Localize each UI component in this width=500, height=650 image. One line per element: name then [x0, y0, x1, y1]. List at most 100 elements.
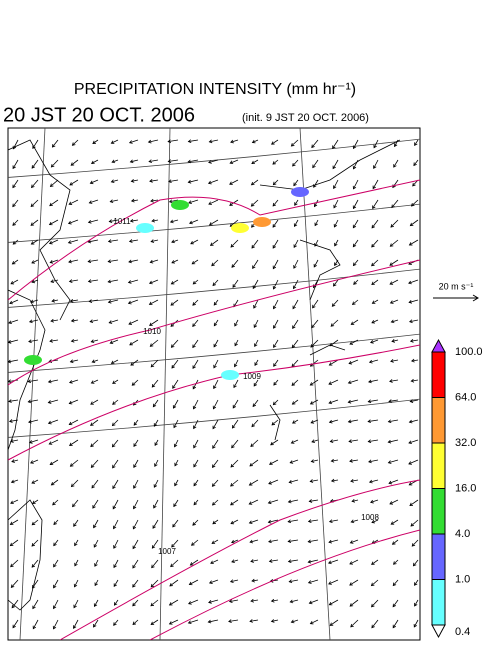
wind-arrow: [31, 519, 39, 526]
wind-arrow: [88, 279, 99, 282]
wind-arrowhead: [110, 179, 115, 184]
wind-arrow: [50, 259, 59, 263]
wind-arrow: [128, 319, 139, 325]
wind-arrow: [272, 239, 279, 249]
wind-arrow: [389, 499, 399, 505]
wind-arrowhead: [333, 282, 337, 287]
wind-arrowhead: [372, 185, 376, 190]
wind-arrow: [328, 399, 339, 404]
wind-arrowhead: [251, 224, 255, 228]
wind-arrowhead: [31, 585, 36, 589]
wind-arrow: [89, 299, 99, 302]
wind-arrow: [9, 299, 19, 304]
wind-arrow: [131, 199, 139, 202]
wind-arrowhead: [330, 458, 335, 463]
wind-arrowhead: [367, 399, 372, 404]
wind-arrowhead: [287, 559, 292, 564]
wind-arrowhead: [267, 519, 272, 524]
wind-arrowhead: [50, 163, 55, 168]
wind-arrow: [49, 439, 59, 445]
wind-arrow: [168, 139, 179, 143]
wind-arrowhead: [352, 205, 357, 210]
wind-arrowhead: [370, 499, 374, 504]
wind-arrowhead: [31, 165, 36, 169]
wind-arrow: [132, 539, 139, 549]
wind-arrowhead: [208, 600, 212, 604]
wind-arrow: [69, 439, 79, 446]
wind-scale-arrow: [433, 294, 479, 302]
wind-arrow: [68, 239, 79, 244]
wind-arrow: [171, 359, 179, 369]
wind-arrow: [91, 459, 99, 468]
wind-arrow: [152, 399, 159, 407]
wind-arrow: [12, 199, 19, 207]
wind-arrowhead: [390, 224, 394, 228]
wind-arrow: [273, 299, 279, 309]
wind-arrow: [269, 459, 279, 465]
wind-arrowhead: [170, 344, 175, 348]
wind-arrow: [111, 159, 119, 163]
wind-arrowhead: [229, 160, 234, 165]
wind-arrowhead: [174, 482, 178, 487]
wind-arrow: [389, 279, 399, 285]
wind-arrowhead: [172, 523, 176, 528]
wind-arrowhead: [272, 181, 277, 186]
wind-arrow: [233, 379, 239, 388]
wind-arrow: [414, 139, 419, 146]
wind-arrow: [212, 479, 219, 487]
wind-arrow: [353, 199, 359, 209]
wind-arrow: [193, 479, 199, 486]
wind-arrowhead: [113, 564, 117, 569]
wind-arrowhead: [353, 281, 357, 285]
longitude-line: [159, 128, 171, 640]
wind-arrowhead: [310, 420, 315, 424]
wind-arrow: [32, 499, 39, 504]
wind-arrow: [53, 519, 59, 525]
wind-arrow: [11, 479, 19, 483]
wind-arrow: [410, 219, 419, 226]
wind-arrowhead: [310, 459, 315, 463]
wind-arrow: [192, 279, 199, 285]
wind-arrow: [92, 499, 99, 509]
wind-arrowhead: [310, 344, 314, 348]
wind-arrow: [392, 579, 399, 586]
wind-arrow: [331, 479, 339, 482]
wind-arrow: [409, 319, 419, 323]
wind-arrow: [173, 419, 179, 428]
wind-arrow: [49, 239, 59, 244]
wind-arrowhead: [327, 560, 332, 565]
wind-arrowhead: [150, 583, 155, 588]
wind-arrowhead: [307, 580, 312, 584]
wind-arrowhead: [409, 339, 414, 343]
wind-arrow: [291, 339, 299, 348]
wind-arrow: [212, 459, 219, 468]
wind-arrowhead: [352, 145, 357, 150]
wind-arrow: [53, 599, 59, 609]
wind-arrowhead: [11, 604, 16, 609]
wind-arrowhead: [292, 285, 297, 290]
wind-arrowhead: [308, 499, 313, 503]
wind-arrowhead: [332, 145, 336, 150]
wind-arrowhead: [133, 443, 137, 447]
wind-arrow: [330, 619, 339, 626]
wind-arrowhead: [391, 541, 396, 545]
wind-arrow: [231, 439, 239, 448]
wind-arrowhead: [131, 382, 136, 386]
wind-arrowhead: [49, 202, 53, 207]
wind-arrowhead: [128, 259, 132, 264]
wind-arrowhead: [368, 379, 372, 384]
wind-arrow: [90, 419, 99, 426]
wind-arrowhead: [152, 403, 157, 408]
wind-arrow: [212, 279, 219, 286]
isobar: [149, 529, 420, 640]
wind-arrow: [12, 179, 19, 188]
wind-arrowhead: [391, 339, 395, 343]
wind-arrowhead: [352, 165, 357, 170]
wind-arrow: [389, 379, 399, 382]
wind-arrowhead: [230, 483, 234, 487]
wind-arrow: [413, 159, 419, 166]
wind-arrow: [30, 219, 39, 226]
wind-arrowhead: [311, 439, 315, 443]
wind-arrow: [334, 239, 339, 247]
wind-arrow: [130, 219, 139, 222]
